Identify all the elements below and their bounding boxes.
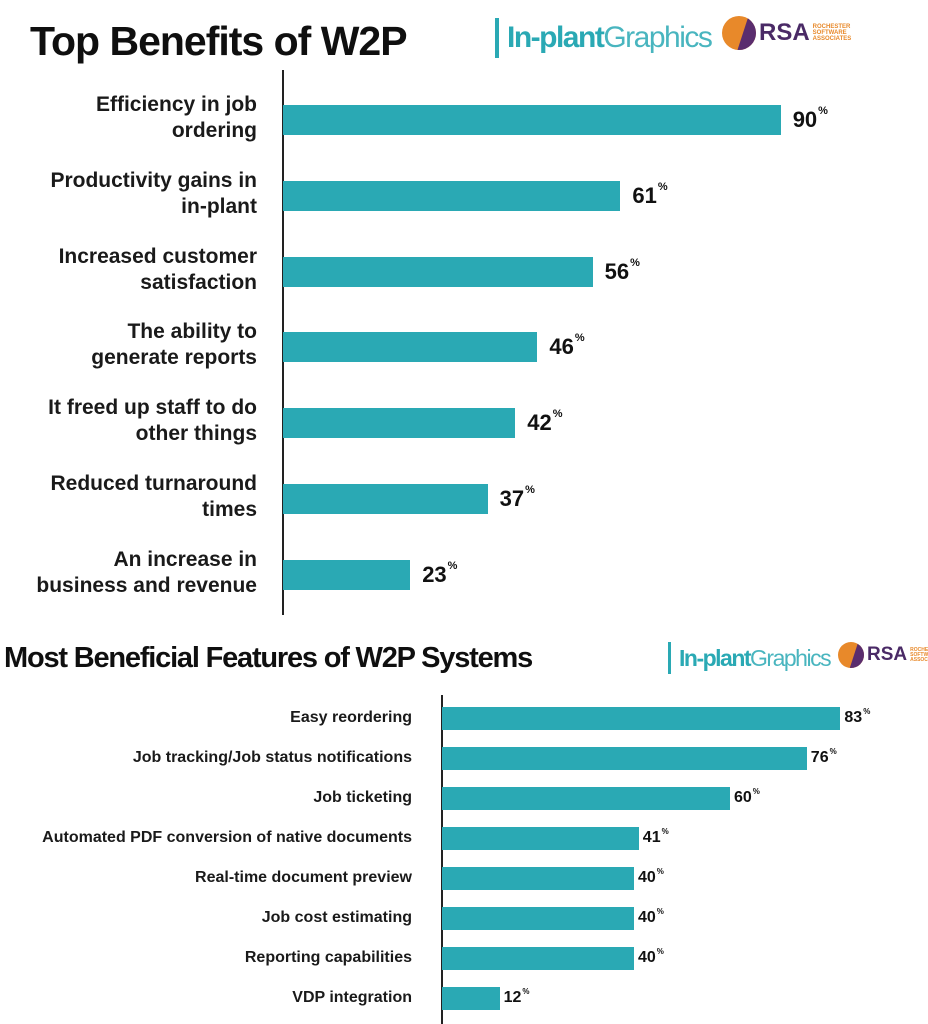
category-label: Efficiency in job ordering	[17, 92, 257, 144]
bar	[442, 787, 730, 810]
category-label-line: Productivity gains in	[50, 168, 257, 192]
bar	[283, 180, 621, 211]
bar	[283, 408, 516, 439]
category-label: Automated PDF conversion of native docum…	[42, 829, 412, 846]
data-label-value: 46	[549, 334, 574, 360]
category-label-line: It freed up staff to do	[48, 396, 257, 420]
rsa-mark-icon	[838, 642, 864, 668]
chart2-title: Most Beneficial Features of W2P Systems	[4, 642, 533, 674]
data-label-suffix: %	[656, 947, 664, 956]
data-label-value: 42	[527, 410, 552, 436]
category-label: Job tracking/Job status notifications	[132, 749, 412, 766]
data-label-value: 61	[632, 182, 657, 208]
category-label: Increased customer satisfaction	[17, 244, 257, 296]
category-label-line: other things	[135, 422, 257, 446]
category-label: Easy reordering	[290, 709, 412, 726]
data-label-suffix: %	[574, 332, 585, 345]
bar	[283, 256, 593, 287]
data-label: 23%	[422, 559, 458, 588]
category-label-line: in-plant	[181, 194, 257, 218]
bar	[283, 332, 538, 363]
data-label: 40%	[638, 907, 664, 927]
data-label-suffix: %	[522, 987, 530, 996]
data-label-suffix: %	[630, 256, 640, 269]
data-label-suffix: %	[829, 747, 837, 756]
category-label-line: business and revenue	[36, 573, 257, 597]
data-label: 40%	[638, 947, 664, 967]
data-label-value: 60	[734, 789, 752, 806]
bar	[442, 987, 500, 1010]
data-label-suffix: %	[552, 408, 563, 421]
data-label: 46%	[549, 332, 585, 360]
data-label-value: 83	[844, 709, 863, 726]
category-label-line: Reduced turnaround	[50, 472, 257, 495]
rsa-mark-icon	[722, 16, 756, 50]
category-label-line: Efficiency in job	[95, 93, 257, 116]
bar	[442, 867, 634, 890]
category-label-line: Increased customer	[58, 244, 257, 268]
data-label-suffix: %	[525, 484, 535, 496]
inplant-graphics-logo: In-plantGraphics	[668, 642, 832, 674]
data-label-suffix: %	[661, 827, 669, 836]
data-label-value: 40	[638, 869, 656, 886]
bar	[442, 947, 634, 970]
data-label: 12%	[503, 987, 530, 1007]
category-label-line: generate reports	[91, 346, 257, 370]
data-label: 37%	[499, 484, 535, 512]
data-label: 83%	[844, 707, 871, 727]
data-label-suffix: %	[863, 707, 871, 716]
data-label-suffix: %	[818, 105, 828, 117]
data-label: 41%	[642, 827, 669, 847]
data-label-suffix: %	[656, 867, 664, 876]
chart1-title: Top Benefits of W2P	[30, 18, 408, 64]
data-label-suffix: %	[752, 787, 760, 796]
category-label: VDP integration	[292, 989, 412, 1006]
category-label: It freed up staff to do other things	[17, 395, 257, 447]
bar	[442, 827, 639, 850]
data-label: 76%	[810, 747, 837, 767]
data-label-value: 41	[642, 829, 661, 846]
category-label: Job cost estimating	[261, 909, 412, 926]
category-label: Reporting capabilities	[244, 949, 412, 966]
data-label: 40%	[638, 867, 664, 887]
data-label-suffix: %	[657, 180, 668, 193]
data-label-value: 37	[499, 486, 525, 511]
category-label-line: satisfaction	[140, 270, 257, 294]
data-label-value: 40	[638, 949, 656, 966]
category-label-line: ordering	[171, 119, 257, 142]
data-label-value: 76	[810, 749, 829, 766]
category-label: An increase in business and revenue	[17, 547, 257, 599]
data-label: 56%	[604, 256, 640, 285]
bar	[283, 559, 411, 590]
category-label-line: An increase in	[113, 547, 257, 571]
data-label-value: 23	[422, 561, 447, 587]
category-label: Productivity gains in in-plant	[17, 168, 257, 220]
data-label-value: 12	[503, 989, 522, 1006]
category-label-line: times	[202, 498, 257, 521]
inplant-graphics-logo: In-plantGraphics	[495, 18, 713, 58]
data-label: 90%	[792, 105, 828, 133]
bar	[283, 484, 488, 514]
data-label-value: 56	[604, 258, 630, 284]
category-label: Real-time document preview	[195, 869, 412, 886]
data-label: 61%	[632, 180, 668, 209]
data-label-value: 40	[638, 909, 656, 926]
category-label: The ability to generate reports	[17, 319, 257, 371]
bar	[442, 707, 841, 730]
data-label-value: 90	[792, 107, 818, 132]
chart2-axis	[441, 695, 443, 1024]
data-label-suffix: %	[447, 559, 458, 572]
category-label: Reduced turnaround times	[17, 471, 257, 523]
category-label: Job ticketing	[313, 789, 412, 806]
data-label: 42%	[527, 408, 563, 436]
bar	[442, 747, 807, 770]
category-label-line: The ability to	[127, 320, 257, 344]
data-label: 60%	[734, 787, 760, 807]
data-label-suffix: %	[656, 907, 664, 916]
bar	[283, 105, 781, 135]
bar	[442, 907, 634, 930]
